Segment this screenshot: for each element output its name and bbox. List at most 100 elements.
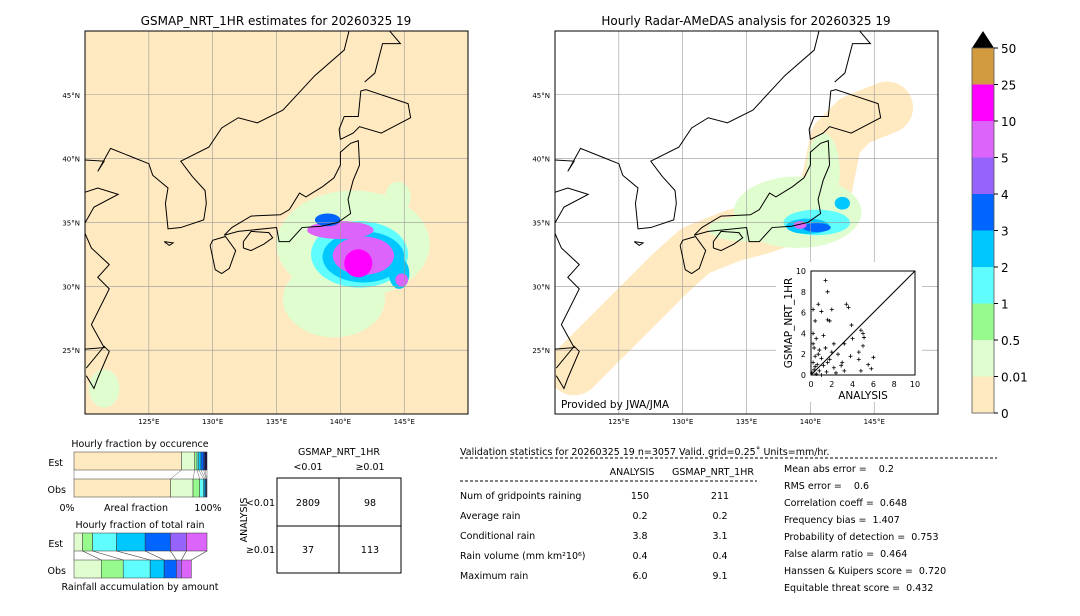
occurrence-est-label: Est bbox=[48, 458, 63, 469]
colorbar-label: 25 bbox=[1001, 79, 1016, 93]
scatter-x-tick: 10 bbox=[910, 380, 920, 389]
lon-tick-label: 135°E bbox=[736, 418, 757, 426]
total-rain-bar-segment bbox=[150, 560, 164, 578]
scatter-x-tick: 4 bbox=[850, 380, 855, 389]
colorbar-label: 0.5 bbox=[1001, 334, 1020, 348]
occurrence-bar-segment bbox=[170, 479, 193, 497]
occurrence-xlabel: Areal fraction bbox=[104, 503, 168, 514]
scatter-y-tick: 4 bbox=[801, 329, 806, 338]
total-rain-bar-segment bbox=[101, 560, 123, 578]
scatter-y-tick: 8 bbox=[801, 288, 806, 297]
scatter-x-tick: 2 bbox=[829, 380, 834, 389]
total-rain-bar-segment bbox=[164, 560, 176, 578]
scatter-xlabel: ANALYSIS bbox=[838, 390, 888, 402]
stats-row-gsmap: 3.1 bbox=[712, 531, 727, 542]
data-credit: Provided by JWA/JMA bbox=[561, 399, 670, 411]
stats-row-gsmap: 9.1 bbox=[712, 571, 727, 582]
lon-tick-label: 135°E bbox=[266, 418, 287, 426]
colorbar-segment bbox=[972, 304, 994, 341]
lat-tick-label: 30°N bbox=[62, 283, 80, 291]
contingency-cell: 98 bbox=[364, 498, 376, 509]
score-line: RMS error = 0.6 bbox=[784, 481, 869, 492]
contingency-col-label: ≥0.01 bbox=[355, 462, 384, 473]
total-rain-title: Hourly fraction of total rain bbox=[76, 520, 205, 531]
colorbar-label: 3 bbox=[1001, 225, 1009, 239]
left-map-title: GSMAP_NRT_1HR estimates for 20260325 19 bbox=[141, 14, 412, 28]
total-rain-obs-label: Obs bbox=[48, 566, 67, 577]
colorbar-segment bbox=[972, 194, 994, 231]
occurrence-bar-segment bbox=[201, 452, 204, 470]
colorbar-segment bbox=[972, 121, 994, 158]
occurrence-obs-label: Obs bbox=[48, 485, 67, 496]
total-rain-bar-segment bbox=[181, 560, 191, 578]
lat-tick-label: 30°N bbox=[532, 283, 550, 291]
contingency-col-label: <0.01 bbox=[293, 462, 322, 473]
contingency-cell: 113 bbox=[361, 545, 379, 556]
colorbar-label: 0 bbox=[1001, 407, 1009, 421]
occurrence-bar-segment bbox=[74, 452, 181, 470]
stats-row-label: Rain volume (mm km²10⁶) bbox=[460, 551, 586, 562]
total-rain-est-label: Est bbox=[48, 539, 63, 550]
rain-area bbox=[803, 223, 831, 232]
total-rain-bar-segment bbox=[93, 533, 117, 551]
colorbar-label: 1 bbox=[1001, 298, 1009, 312]
gsmap-map bbox=[59, 18, 468, 414]
score-line: Mean abs error = 0.2 bbox=[784, 464, 894, 475]
stats-row-gsmap: 0.4 bbox=[712, 551, 727, 562]
rain-area bbox=[344, 249, 372, 277]
lon-tick-label: 140°E bbox=[800, 418, 821, 426]
occurrence-bar-segment bbox=[181, 452, 194, 470]
stats-header-analysis: ANALYSIS bbox=[610, 467, 655, 478]
stats-row-analysis: 6.0 bbox=[632, 571, 647, 582]
total-rain-bar-segment bbox=[74, 533, 83, 551]
contingency-cell: 37 bbox=[302, 545, 314, 556]
stats-header-gsmap: GSMAP_NRT_1HR bbox=[672, 467, 754, 478]
total-rain-bars bbox=[74, 533, 207, 578]
contingency-row-label: ≥0.01 bbox=[246, 545, 275, 556]
score-line: Probability of detection = 0.753 bbox=[784, 532, 939, 543]
stats-title: Validation statistics for 20260325 19 n=… bbox=[460, 447, 830, 458]
stats-row-analysis: 0.2 bbox=[632, 511, 647, 522]
right-map-title: Hourly Radar-AMeDAS analysis for 2026032… bbox=[601, 14, 890, 28]
occurrence-bar-segment bbox=[199, 452, 201, 470]
occurrence-title: Hourly fraction by occurence bbox=[71, 439, 208, 450]
stats-row-label: Conditional rain bbox=[460, 531, 535, 542]
occurrence-bar-segment bbox=[74, 479, 170, 497]
total-rain-bar-segment bbox=[123, 560, 150, 578]
occurrence-bar-segment bbox=[205, 452, 207, 470]
colorbar-label: 2 bbox=[1001, 261, 1009, 275]
contingency-col-title: GSMAP_NRT_1HR bbox=[298, 447, 380, 458]
scatter-y-tick: 10 bbox=[796, 267, 806, 276]
occurrence-bar-segment bbox=[195, 452, 197, 470]
rain-area bbox=[835, 197, 850, 210]
colorbar-segment bbox=[972, 48, 994, 85]
score-line: Hanssen & Kuipers score = 0.720 bbox=[784, 566, 946, 577]
stats-row-analysis: 0.4 bbox=[632, 551, 647, 562]
total-rain-bar-segment bbox=[74, 560, 101, 578]
contingency-cell: 2809 bbox=[296, 498, 320, 509]
lat-tick-label: 25°N bbox=[532, 347, 550, 355]
score-line: Equitable threat score = 0.432 bbox=[784, 583, 933, 594]
score-line: False alarm ratio = 0.464 bbox=[784, 549, 907, 560]
scatter-ylabel: GSMAP_NRT_1HR bbox=[783, 278, 795, 369]
contingency-row-title: ANALYSIS bbox=[239, 498, 250, 543]
rain-area bbox=[807, 133, 840, 210]
colorbar-label: 10 bbox=[1001, 115, 1016, 129]
total-rain-bar-segment bbox=[145, 533, 170, 551]
colorbar-extend-arrow bbox=[972, 31, 994, 48]
scatter-x-tick: 0 bbox=[808, 380, 813, 389]
scatter-y-tick: 6 bbox=[801, 309, 806, 318]
score-line: Correlation coeff = 0.648 bbox=[784, 498, 907, 509]
lon-tick-label: 130°E bbox=[202, 418, 223, 426]
total-rain-bar-segment bbox=[117, 533, 146, 551]
lon-tick-label: 130°E bbox=[672, 418, 693, 426]
occurrence-tick-100: 100% bbox=[194, 503, 221, 514]
lon-tick-label: 125°E bbox=[138, 418, 159, 426]
colorbar-segment bbox=[972, 267, 994, 304]
colorbar-label: 5 bbox=[1001, 152, 1009, 166]
score-line: Frequency bias = 1.407 bbox=[784, 515, 900, 526]
occurrence-tick-0: 0% bbox=[59, 503, 74, 514]
